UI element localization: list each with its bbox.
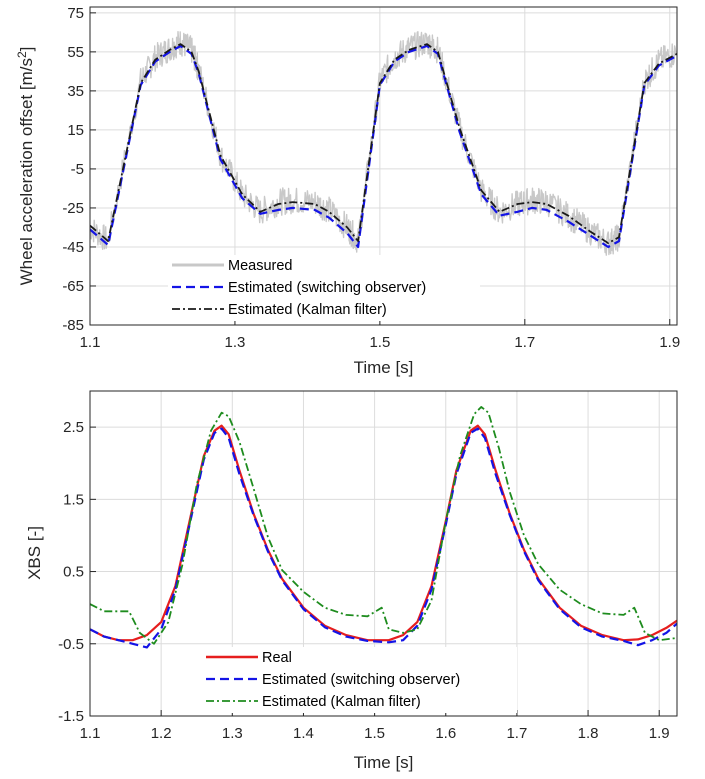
bottom-legend-label-kalman: Estimated (Kalman filter) (262, 694, 421, 710)
bottom-legend-label-switching: Estimated (switching observer) (262, 672, 460, 688)
bottom-tick-labels: 1.1 1.2 1.3 1.4 1.5 1.6 1.7 1.8 1.9 -1.5 -0.5 0.5 1.… (58, 419, 670, 742)
x-tick-label: 1.5 (364, 725, 385, 742)
x-tick-label: 1.8 (578, 725, 599, 742)
x-tick-label: 1.7 (514, 334, 535, 351)
x-tick-label: 1.1 (80, 725, 101, 742)
series-measured-line (90, 31, 677, 256)
top-legend-label-switching: Estimated (switching observer) (228, 280, 426, 296)
x-tick-label: 1.6 (435, 725, 456, 742)
x-tick-label: 1.3 (225, 334, 246, 351)
top-grid (89, 7, 677, 326)
bottom-y-axis-label: XBS [-] (25, 526, 44, 580)
top-y-axis-label-main: Wheel acceleration offset [m/s (17, 58, 36, 285)
y-tick-label: 1.5 (63, 491, 84, 508)
bottom-legend: Real Estimated (switching observer) Esti… (201, 647, 517, 713)
top-x-axis-label: Time [s] (354, 358, 414, 377)
y-tick-label: -5 (71, 161, 84, 178)
y-tick-label: -85 (62, 317, 84, 334)
y-tick-label: 2.5 (63, 419, 84, 436)
y-tick-label: -25 (62, 200, 84, 217)
y-tick-label: -0.5 (58, 636, 84, 653)
x-tick-label: 1.3 (222, 725, 243, 742)
y-tick-label: -1.5 (58, 708, 84, 725)
y-tick-label: -45 (62, 239, 84, 256)
y-tick-label: 75 (67, 5, 84, 22)
top-y-axis-label-end: ] (17, 47, 36, 52)
top-plot-frame (89, 6, 678, 326)
top-chart: 1.1 1.3 1.5 1.7 1.9 -85 -65 -45 -25 -5 15 35 55 75 Ti… (15, 5, 680, 377)
bottom-legend-label-real: Real (262, 650, 292, 666)
bottom-x-axis-label: Time [s] (354, 753, 414, 772)
top-series (90, 31, 677, 256)
y-tick-label: 55 (67, 44, 84, 61)
x-tick-label: 1.9 (649, 725, 670, 742)
top-tick-labels: 1.1 1.3 1.5 1.7 1.9 -85 -65 -45 -25 -5 15 35 55 75 (62, 5, 680, 351)
top-y-axis-label: Wheel acceleration offset [m/s2] (15, 47, 36, 286)
top-ticks (89, 12, 671, 326)
bottom-chart: 1.1 1.2 1.3 1.4 1.5 1.6 1.7 1.8 1.9 -1.5 -0.5 0.5 1.… (25, 390, 678, 772)
y-tick-label: 35 (67, 83, 84, 100)
x-tick-label: 1.1 (80, 334, 101, 351)
y-tick-label: -65 (62, 278, 84, 295)
top-y-axis-label-sup: 2 (15, 51, 29, 58)
series-estimated-switching-observer-line (90, 44, 677, 249)
bottom-plot-frame (89, 390, 678, 717)
y-tick-label: 15 (67, 122, 84, 139)
x-tick-label: 1.7 (506, 725, 527, 742)
x-tick-label: 1.2 (151, 725, 172, 742)
series-estimated-kalman-filter-line (90, 405, 677, 645)
x-tick-label: 1.5 (369, 334, 390, 351)
top-legend-label-measured: Measured (228, 258, 292, 274)
x-tick-label: 1.9 (659, 334, 680, 351)
top-legend: Measured Estimated (switching observer) … (168, 255, 480, 321)
series-estimated-kalman-filter-line (90, 43, 677, 245)
series-estimated-switching-observer-line (90, 427, 677, 649)
y-tick-label: 0.5 (63, 564, 84, 581)
bottom-series (90, 405, 677, 649)
top-legend-label-kalman: Estimated (Kalman filter) (228, 302, 387, 318)
x-tick-label: 1.4 (293, 725, 314, 742)
